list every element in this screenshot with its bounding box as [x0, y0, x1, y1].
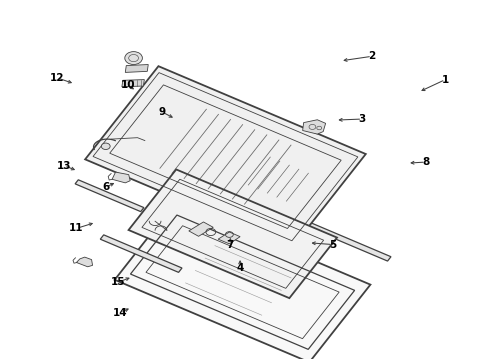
Polygon shape	[296, 218, 391, 261]
Text: 10: 10	[121, 80, 135, 90]
Polygon shape	[218, 232, 240, 244]
Polygon shape	[100, 235, 182, 273]
Text: 4: 4	[237, 263, 244, 273]
Text: 9: 9	[158, 107, 166, 117]
Polygon shape	[189, 222, 213, 236]
Polygon shape	[76, 257, 93, 267]
Circle shape	[101, 143, 110, 149]
Text: 15: 15	[111, 277, 125, 287]
Circle shape	[125, 51, 143, 64]
Text: 13: 13	[57, 161, 72, 171]
Text: 2: 2	[368, 51, 376, 61]
Text: 1: 1	[441, 75, 449, 85]
Text: 7: 7	[227, 239, 234, 249]
Polygon shape	[122, 80, 145, 87]
Text: 11: 11	[69, 224, 84, 233]
Polygon shape	[303, 120, 326, 134]
Polygon shape	[75, 180, 144, 212]
Polygon shape	[125, 64, 148, 72]
Polygon shape	[85, 66, 366, 247]
Polygon shape	[128, 170, 337, 298]
Text: 14: 14	[113, 308, 128, 318]
Text: 8: 8	[422, 157, 429, 167]
Text: 12: 12	[49, 73, 64, 83]
Text: 5: 5	[329, 239, 337, 249]
Text: 6: 6	[102, 182, 109, 192]
Polygon shape	[115, 202, 370, 360]
Text: 3: 3	[359, 114, 366, 124]
Polygon shape	[112, 172, 130, 183]
